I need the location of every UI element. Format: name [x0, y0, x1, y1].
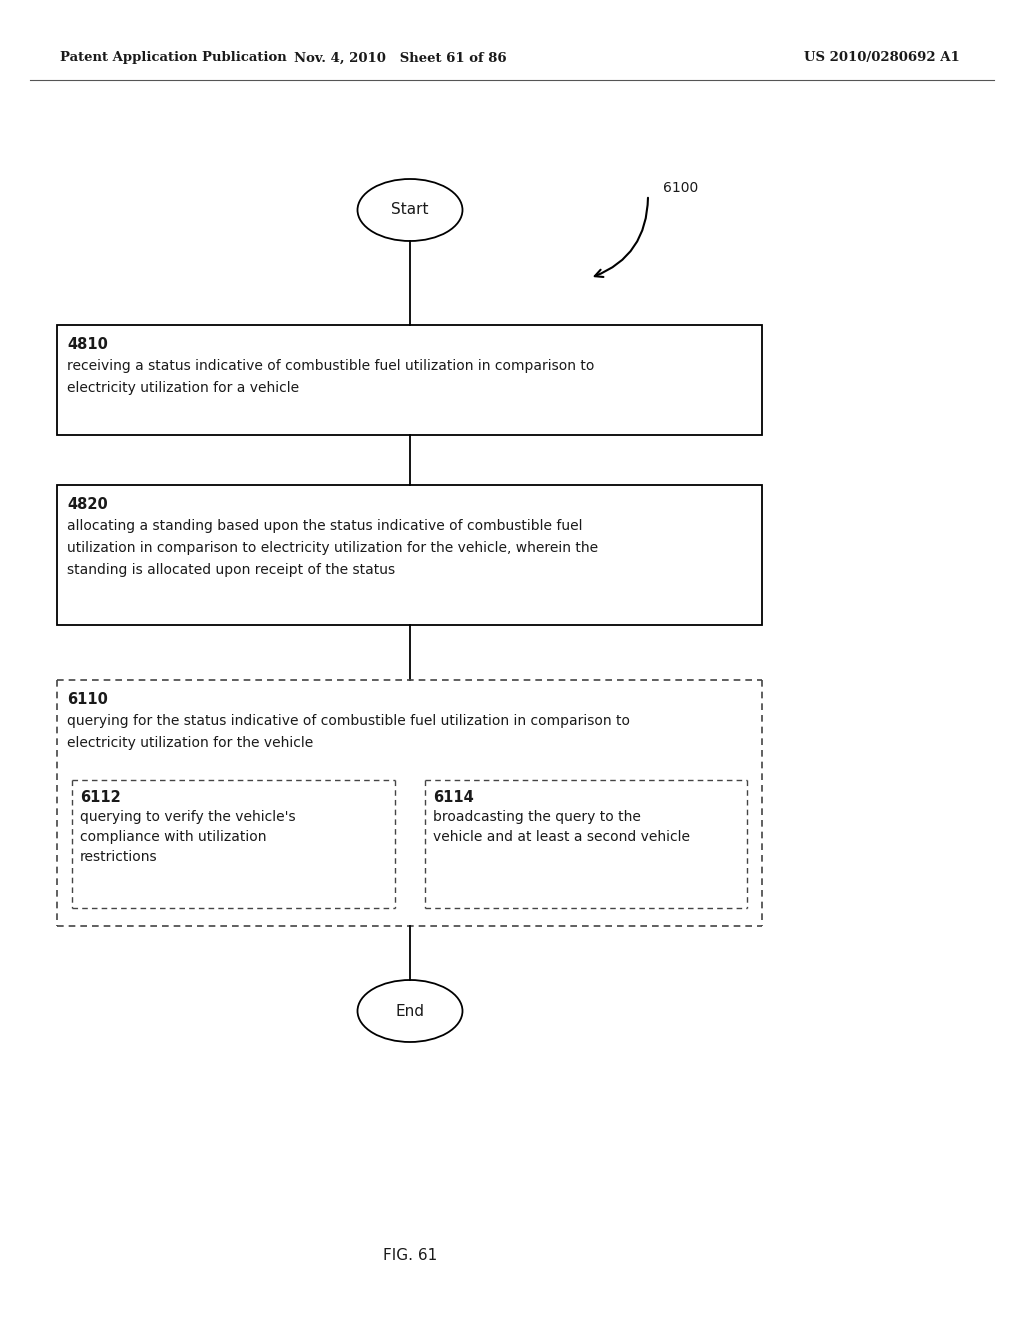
- Text: 6112: 6112: [80, 789, 121, 805]
- Text: electricity utilization for the vehicle: electricity utilization for the vehicle: [67, 737, 313, 750]
- Text: 6100: 6100: [663, 181, 698, 195]
- Text: standing is allocated upon receipt of the status: standing is allocated upon receipt of th…: [67, 564, 395, 577]
- Text: broadcasting the query to the: broadcasting the query to the: [433, 810, 641, 824]
- Text: 4820: 4820: [67, 498, 108, 512]
- Text: querying for the status indicative of combustible fuel utilization in comparison: querying for the status indicative of co…: [67, 714, 630, 729]
- Text: receiving a status indicative of combustible fuel utilization in comparison to: receiving a status indicative of combust…: [67, 359, 594, 374]
- Text: utilization in comparison to electricity utilization for the vehicle, wherein th: utilization in comparison to electricity…: [67, 541, 598, 554]
- Text: 6114: 6114: [433, 789, 474, 805]
- Text: electricity utilization for a vehicle: electricity utilization for a vehicle: [67, 381, 299, 395]
- Text: allocating a standing based upon the status indicative of combustible fuel: allocating a standing based upon the sta…: [67, 519, 583, 533]
- Text: 6110: 6110: [67, 692, 108, 708]
- Text: compliance with utilization: compliance with utilization: [80, 830, 266, 843]
- Text: querying to verify the vehicle's: querying to verify the vehicle's: [80, 810, 296, 824]
- Text: Patent Application Publication: Patent Application Publication: [60, 51, 287, 65]
- Text: FIG. 61: FIG. 61: [383, 1247, 437, 1262]
- Text: vehicle and at least a second vehicle: vehicle and at least a second vehicle: [433, 830, 690, 843]
- Text: 4810: 4810: [67, 337, 108, 352]
- Text: End: End: [395, 1003, 425, 1019]
- Text: US 2010/0280692 A1: US 2010/0280692 A1: [804, 51, 961, 65]
- Text: restrictions: restrictions: [80, 850, 158, 865]
- Text: Start: Start: [391, 202, 429, 218]
- Text: Nov. 4, 2010   Sheet 61 of 86: Nov. 4, 2010 Sheet 61 of 86: [294, 51, 506, 65]
